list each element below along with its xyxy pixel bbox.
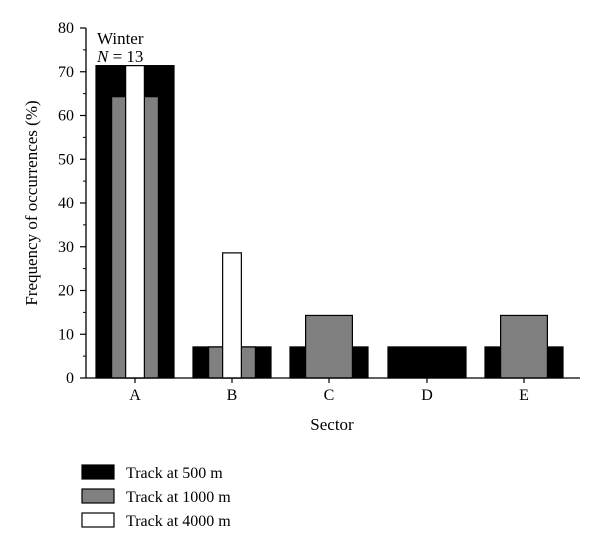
y-tick-label: 50: [58, 151, 74, 168]
legend-label-3: Track at 4000 m: [126, 513, 231, 530]
legend-swatch-3: [81, 512, 115, 528]
x-tick-label-b: B: [227, 387, 238, 404]
y-tick-label: 40: [58, 195, 74, 212]
x-tick-label-d: D: [421, 387, 433, 404]
legend-swatch-1: [81, 464, 115, 480]
x-tick-label-e: E: [519, 387, 529, 404]
y-tick-label: 10: [58, 326, 74, 343]
axes-layer: 0 10 20 30 40 50 60 70 80 A B C D E: [58, 20, 580, 404]
legend-label-2: Track at 1000 m: [126, 489, 231, 506]
y-axis-title: Frequency of occurrences (%): [22, 100, 41, 305]
legend: Track at 500 m Track at 1000 m Track at 40…: [81, 464, 231, 530]
legend-swatch-2: [81, 488, 115, 504]
y-tick-label: 30: [58, 239, 74, 256]
annotation-sample-size-var: N: [96, 47, 110, 66]
x-tick-label-a: A: [129, 387, 141, 404]
annotation-sample-size-value: = 13: [108, 47, 143, 66]
bar-c-series-2: [305, 314, 354, 379]
bar-a-series-3: [125, 65, 145, 379]
x-axis-title: Sector: [310, 415, 354, 434]
legend-label-1: Track at 500 m: [126, 465, 223, 482]
bars-layer: [95, 65, 564, 379]
annotation-season: Winter: [97, 29, 144, 48]
y-tick-label: 70: [58, 64, 74, 81]
annotation-sample-size: N = 13: [96, 47, 143, 66]
y-tick-label: 60: [58, 108, 74, 125]
y-tick-label: 80: [58, 20, 74, 37]
y-tick-label: 0: [66, 370, 74, 387]
bar-d-series-1: [387, 346, 467, 379]
x-tick-label-c: C: [324, 387, 335, 404]
y-tick-label: 20: [58, 283, 74, 300]
bar-b-series-3: [222, 252, 242, 379]
bar-e-series-2: [500, 314, 549, 379]
